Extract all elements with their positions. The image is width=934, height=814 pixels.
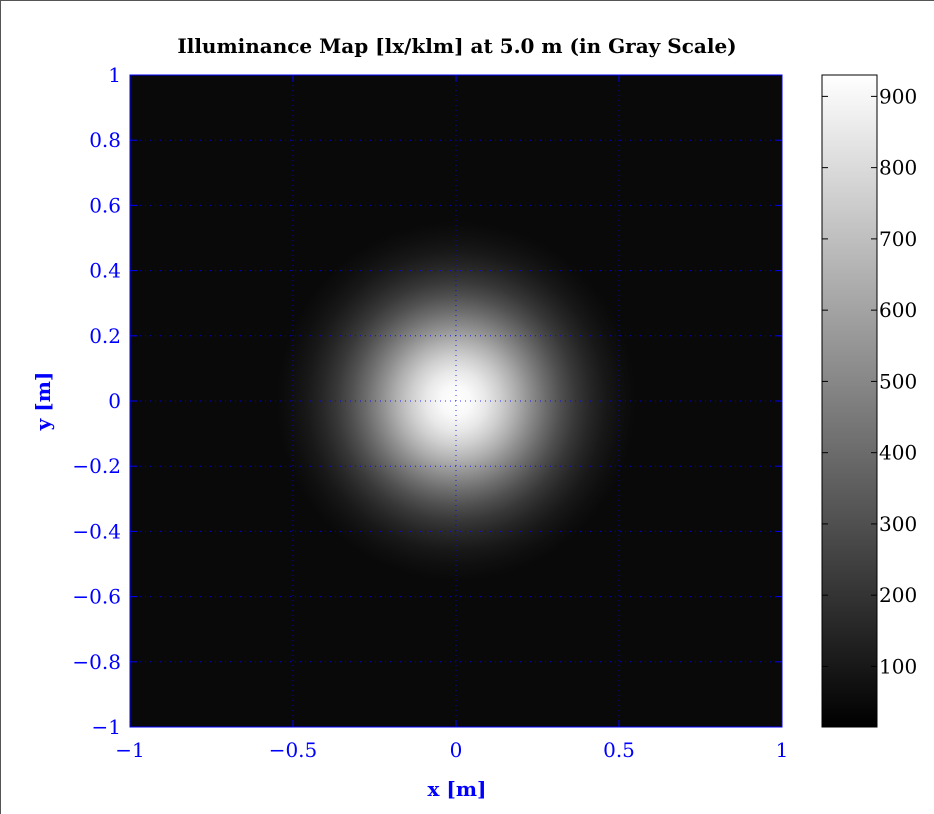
y-tick-label: −0.8	[72, 650, 121, 674]
chart-title: Illuminance Map [lx/klm] at 5.0 m (in Gr…	[177, 34, 736, 58]
y-axis: 1 0.8 0.6 0.4 0.2 0 −0.2 −0.4 −0.6 −0.8 −1	[72, 63, 782, 739]
colorbar-tick-label: 200	[879, 583, 917, 607]
colorbar-tick-label: 600	[879, 298, 917, 322]
y-tick-label: 0.4	[89, 259, 121, 283]
colorbar-tick-label: 300	[879, 512, 917, 536]
x-tick-label: −1	[115, 738, 144, 762]
y-tick-label: −1	[92, 715, 121, 739]
grid-lines	[130, 75, 782, 727]
x-axis-label: x [m]	[428, 777, 487, 801]
y-tick-label: 0.6	[89, 193, 121, 217]
y-tick-label: 0	[108, 389, 121, 413]
y-tick-label: −0.2	[72, 454, 121, 478]
colorbar-tick-label: 500	[879, 369, 917, 393]
colorbar-tick-label: 900	[879, 84, 917, 108]
colorbar-tick-label: 700	[879, 227, 917, 251]
x-tick-label: 0	[450, 738, 463, 762]
colorbar-tick-label: 800	[879, 156, 917, 180]
y-axis-label: y [m]	[31, 372, 55, 432]
y-tick-label: −0.6	[72, 585, 121, 609]
x-tick-label: 1	[776, 738, 789, 762]
y-tick-label: 1	[108, 63, 121, 87]
y-tick-label: −0.4	[72, 519, 121, 543]
colorbar-axis: 100 200 300 400 500 600 700 800 900	[822, 84, 917, 678]
colorbar-tick-label: 400	[879, 441, 917, 465]
x-axis: −1 −0.5 0 0.5 1	[115, 75, 788, 762]
x-tick-label: 0.5	[603, 738, 635, 762]
colorbar	[822, 75, 877, 727]
colorbar-frame	[821, 74, 878, 728]
colorbar-tick-label: 100	[879, 654, 917, 678]
y-tick-label: 0.8	[89, 128, 121, 152]
x-tick-label: −0.5	[269, 738, 318, 762]
y-tick-label: 0.2	[89, 324, 121, 348]
